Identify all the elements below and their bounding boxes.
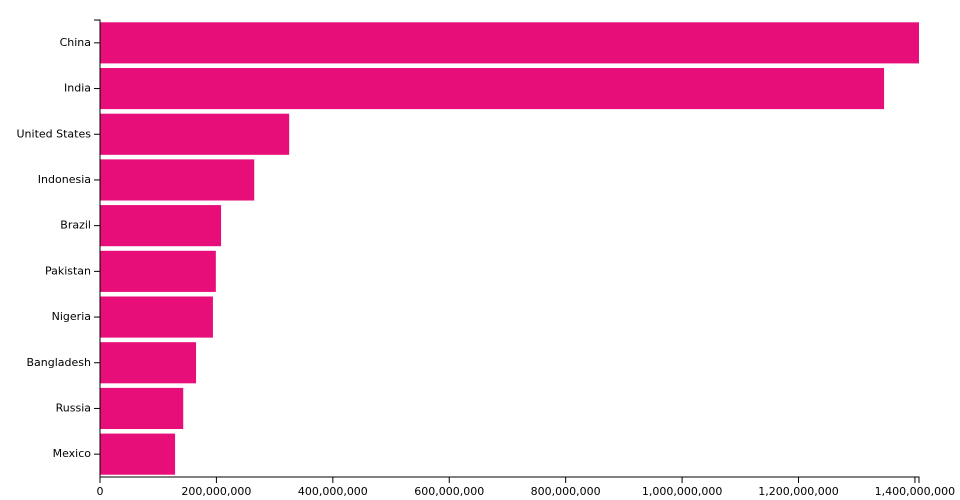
bar (100, 387, 184, 430)
x-tick-label: 1,200,000,000 (758, 485, 838, 498)
bar (100, 159, 255, 201)
bar (100, 342, 197, 384)
y-tick-label: Bangladesh (27, 356, 92, 369)
y-tick-label: Pakistan (45, 264, 91, 277)
y-tick-label: United States (17, 127, 92, 140)
bar (100, 296, 213, 338)
x-tick-label: 0 (97, 485, 104, 498)
x-axis (99, 476, 920, 483)
x-tick-label: 600,000,000 (414, 485, 484, 498)
y-tick-label: Mexico (53, 447, 92, 460)
x-tick-label: 1,400,000,000 (875, 485, 955, 498)
y-axis (94, 19, 101, 477)
bar (100, 113, 290, 155)
x-tick-label: 800,000,000 (531, 485, 601, 498)
x-tick-label: 1,000,000,000 (642, 485, 722, 498)
bar (100, 67, 885, 110)
y-tick-label: Nigeria (52, 310, 91, 323)
x-tick-label: 200,000,000 (181, 485, 251, 498)
y-tick-label: China (60, 36, 91, 49)
x-tick-label: 400,000,000 (298, 485, 368, 498)
bar (100, 250, 216, 292)
bar (100, 205, 222, 247)
y-tick-label: India (64, 82, 91, 95)
y-tick-label: Brazil (60, 219, 91, 232)
bar (100, 433, 176, 475)
y-tick-label: Indonesia (38, 173, 91, 186)
bar (100, 22, 919, 64)
y-tick-label: Russia (56, 401, 91, 414)
